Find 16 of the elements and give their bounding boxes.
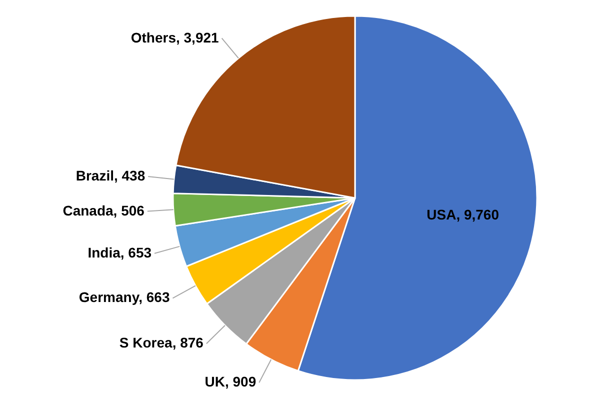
slice-label: USA xyxy=(426,206,456,222)
data-label: , 3,921 xyxy=(176,28,220,45)
slice-label: UK xyxy=(204,373,225,390)
slice-label: India xyxy=(88,244,121,260)
data-label: , 9,760 xyxy=(456,206,500,222)
slice-label: Canada xyxy=(62,202,114,218)
data-label: , 876 xyxy=(172,334,204,350)
slice-label: Brazil xyxy=(76,167,114,184)
data-label: , 663 xyxy=(138,288,170,305)
data-label: , 438 xyxy=(114,167,146,184)
data-label: , 653 xyxy=(120,244,152,260)
slice-label: S Korea xyxy=(119,334,173,350)
data-label: , 506 xyxy=(113,202,145,218)
data-label: , 909 xyxy=(224,373,256,390)
slice-label: Germany xyxy=(78,288,140,305)
slice-label: Others xyxy=(130,28,176,45)
